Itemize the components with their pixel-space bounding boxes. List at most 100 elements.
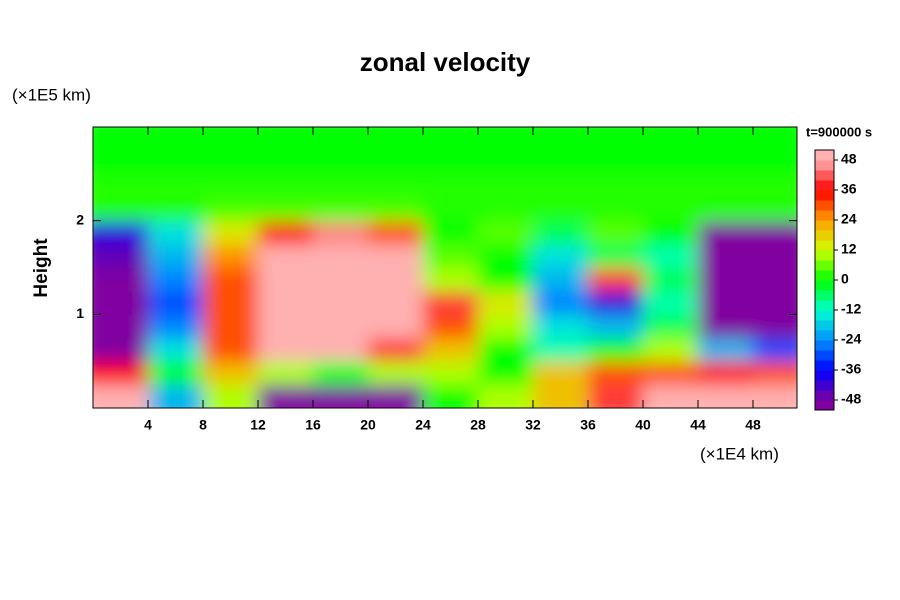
cell [423, 267, 479, 292]
cell [588, 267, 644, 292]
cell [93, 267, 149, 292]
cell [643, 314, 699, 339]
colorbar-band [815, 210, 834, 221]
cell [423, 220, 479, 245]
x-tick-label: 16 [305, 417, 321, 433]
cell [93, 384, 149, 408]
cell [533, 244, 589, 268]
colorbar-band [815, 320, 834, 331]
field [93, 127, 797, 408]
cell [588, 361, 644, 386]
cell [478, 384, 534, 408]
cell [478, 314, 534, 339]
cell [93, 150, 149, 175]
cell [478, 197, 534, 222]
cell [753, 384, 797, 408]
cell [368, 361, 424, 386]
cell [533, 150, 589, 175]
cell [423, 197, 479, 222]
colorbar-tick-label: -24 [841, 331, 861, 347]
cell [93, 197, 149, 222]
cell [478, 173, 534, 198]
colorbar-band [815, 150, 834, 161]
cell [93, 244, 149, 268]
cell [423, 244, 479, 268]
cell [368, 290, 424, 315]
cell [203, 197, 259, 222]
cell [643, 150, 699, 175]
cell [148, 127, 204, 151]
x-tick-label: 4 [144, 417, 152, 433]
colorbar-tick-label: 0 [841, 271, 849, 287]
cell [313, 337, 369, 362]
cell [753, 150, 797, 175]
cell [588, 197, 644, 222]
cell [588, 173, 644, 198]
x-tick-label: 8 [199, 417, 207, 433]
cell [478, 244, 534, 268]
cell [533, 361, 589, 386]
colorbar-band [815, 280, 834, 291]
cell [643, 267, 699, 292]
cell [313, 244, 369, 268]
colorbar-band [815, 290, 834, 301]
colorbar-band [815, 330, 834, 341]
cell [203, 127, 259, 151]
cell [478, 220, 534, 245]
cell [753, 127, 797, 151]
cell [203, 173, 259, 198]
cell [203, 220, 259, 245]
cell [753, 173, 797, 198]
colorbar-band [815, 310, 834, 321]
cell [148, 314, 204, 339]
cell [643, 290, 699, 315]
plot-frame [92, 126, 798, 409]
colorbar-band [815, 370, 834, 381]
cell [753, 244, 797, 268]
cell [93, 314, 149, 339]
cell [423, 384, 479, 408]
cell [753, 267, 797, 292]
cell [203, 314, 259, 339]
cell [93, 173, 149, 198]
cell [423, 173, 479, 198]
cell [533, 127, 589, 151]
colorbar-tick-label: 12 [841, 241, 857, 257]
cell [93, 337, 149, 362]
y-tick-label: 1 [76, 305, 84, 321]
x-tick-label: 12 [250, 417, 266, 433]
cell [698, 127, 754, 151]
cell [313, 267, 369, 292]
cell [93, 220, 149, 245]
cell [533, 337, 589, 362]
cell [698, 150, 754, 175]
cell [588, 290, 644, 315]
cell [588, 384, 644, 408]
cell [368, 150, 424, 175]
cell [753, 197, 797, 222]
cell [478, 290, 534, 315]
colorbar-tick-label: 48 [841, 151, 857, 167]
cell [313, 314, 369, 339]
cell [368, 314, 424, 339]
colorbar-tick-label: -48 [841, 391, 861, 407]
cell [258, 267, 314, 292]
cell [698, 244, 754, 268]
cell [423, 314, 479, 339]
cell [368, 384, 424, 408]
colorbar-band [815, 360, 834, 371]
cell [258, 337, 314, 362]
x-tick-label: 48 [745, 417, 761, 433]
cell [313, 197, 369, 222]
colorbar-band [815, 260, 834, 271]
cell [203, 361, 259, 386]
cell [368, 220, 424, 245]
x-tick-label: 20 [360, 417, 376, 433]
colorbar-band [815, 300, 834, 311]
cell [313, 150, 369, 175]
colorbar-band [815, 170, 834, 181]
cell [533, 173, 589, 198]
cell [753, 220, 797, 245]
cell [258, 197, 314, 222]
cell [258, 361, 314, 386]
